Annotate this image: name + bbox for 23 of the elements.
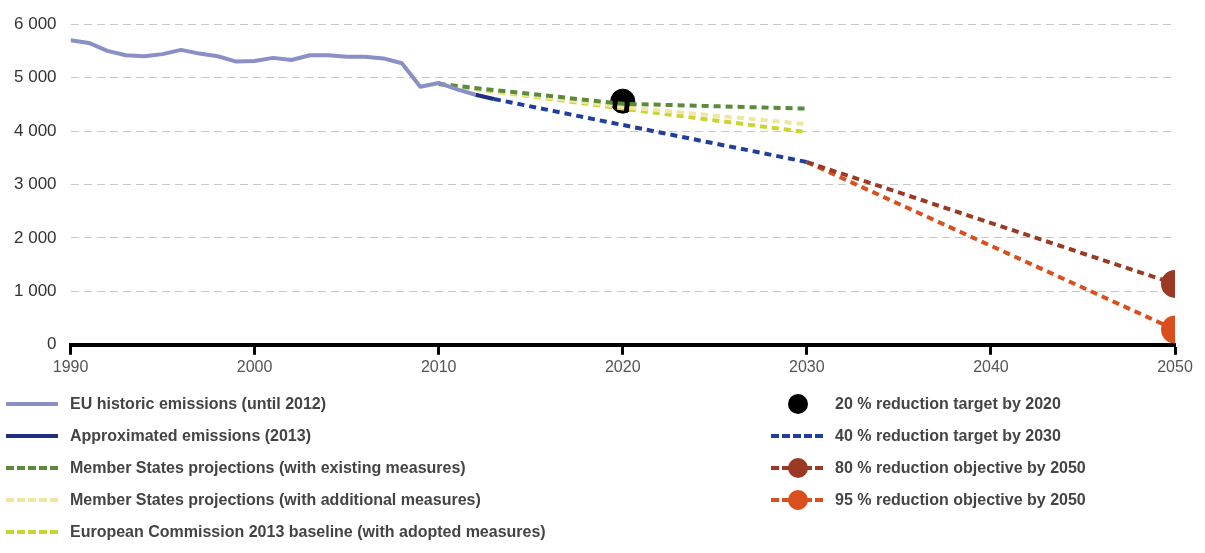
- legend-label: Approximated emissions (2013): [70, 427, 311, 445]
- legend-label: Member States projections (with additional measures): [70, 491, 481, 509]
- y-tick-label: 0: [47, 334, 57, 354]
- legend-label: European Commission 2013 baseline (with adopted measures): [70, 523, 546, 541]
- y-tick-label: 3 000: [13, 174, 57, 194]
- legend-label: 80 % reduction objective by 2050: [835, 459, 1086, 477]
- y-tick-label: 6 000: [13, 13, 57, 33]
- legend-label: Member States projections (with existing measures): [70, 459, 466, 477]
- x-tick-label: 2020: [604, 357, 641, 375]
- legend-label: 40 % reduction target by 2030: [835, 427, 1061, 445]
- x-tick-label: 2050: [1157, 357, 1193, 375]
- x-tick-label: 2000: [236, 357, 273, 375]
- x-tick-label: 2040: [973, 357, 1009, 375]
- y-tick-label: 4 000: [13, 120, 57, 140]
- x-tick-label: 2030: [789, 357, 825, 375]
- legend-label: EU historic emissions (until 2012): [70, 395, 327, 413]
- y-tick-label: 2 000: [13, 227, 57, 247]
- x-tick-label: 1990: [52, 357, 89, 375]
- x-tick-label: 2010: [420, 357, 457, 375]
- y-tick-label: 1 000: [13, 281, 57, 301]
- legend-label: 20 % reduction target by 2020: [835, 395, 1061, 413]
- y-tick-label: 5 000: [13, 67, 57, 87]
- legend-label: 95 % reduction objective by 2050: [835, 491, 1086, 509]
